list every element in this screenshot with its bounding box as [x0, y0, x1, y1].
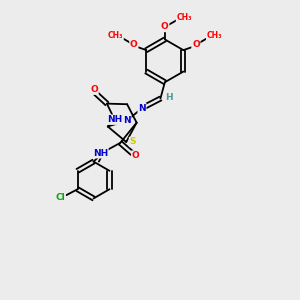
Text: NH: NH: [108, 115, 123, 124]
Text: CH₃: CH₃: [176, 13, 192, 22]
Text: CH₃: CH₃: [108, 31, 123, 40]
Text: O: O: [130, 40, 138, 49]
Text: O: O: [161, 22, 169, 32]
Text: O: O: [90, 85, 98, 94]
Text: CH₃: CH₃: [207, 31, 222, 40]
Text: NH: NH: [93, 149, 108, 158]
Text: H: H: [165, 93, 172, 102]
Text: Cl: Cl: [56, 193, 65, 202]
Text: O: O: [192, 40, 200, 49]
Text: S: S: [130, 137, 136, 146]
Text: N: N: [138, 103, 146, 112]
Text: N: N: [123, 116, 131, 125]
Text: O: O: [132, 151, 140, 160]
